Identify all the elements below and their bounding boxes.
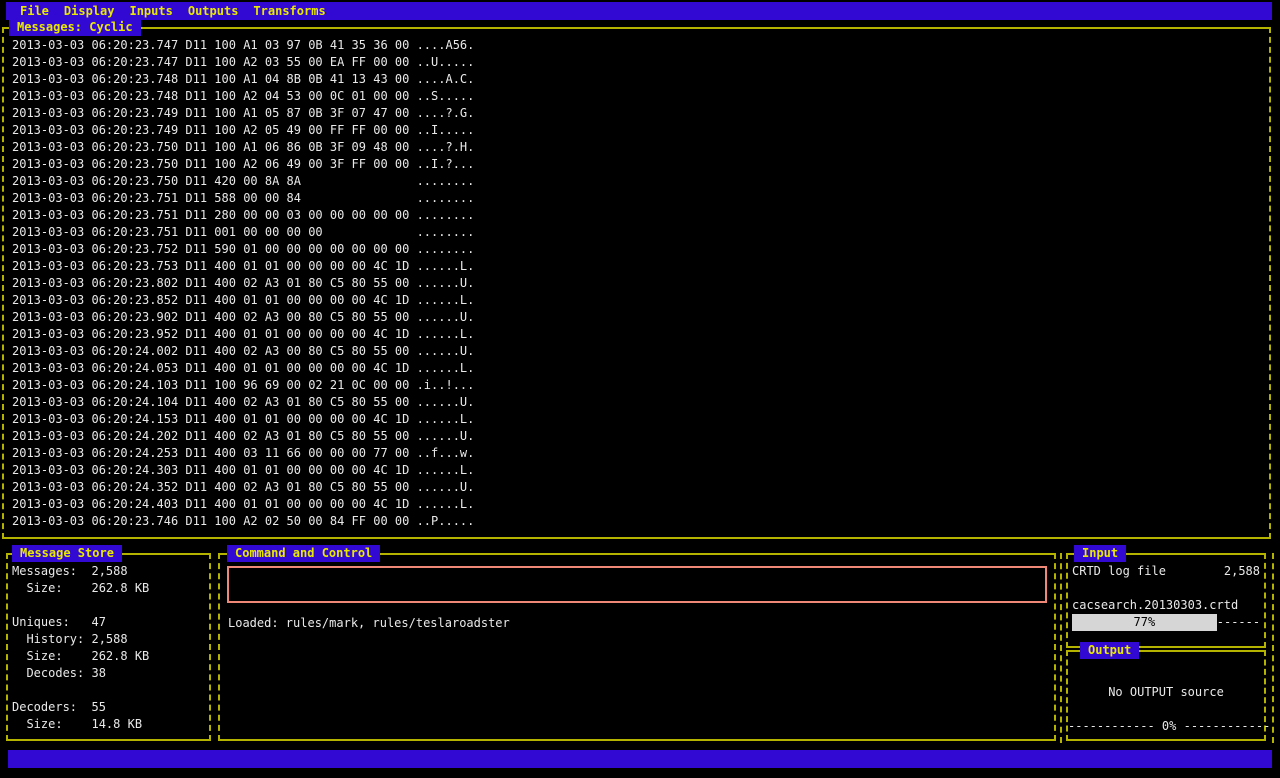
store-stat-line: Size: 262.8 KB bbox=[12, 581, 150, 595]
input-panel-title: Input bbox=[1074, 545, 1127, 562]
log-line: 2013-03-03 06:20:24.002 D11 400 02 A3 00… bbox=[12, 344, 475, 358]
spacer bbox=[1072, 580, 1260, 597]
store-stat-line: Decodes: 38 bbox=[12, 666, 106, 680]
log-line: 2013-03-03 06:20:23.747 D11 100 A1 03 97… bbox=[12, 38, 475, 52]
message-log-list[interactable]: 2013-03-03 06:20:23.747 D11 100 A1 03 97… bbox=[12, 37, 474, 530]
loaded-rules-text: Loaded: rules/mark, rules/teslaroadster bbox=[228, 616, 510, 630]
log-line: 2013-03-03 06:20:23.750 D11 420 00 8A 8A… bbox=[12, 174, 475, 188]
store-stat-line bbox=[12, 597, 149, 614]
menu-inputs[interactable]: Inputs bbox=[129, 4, 173, 18]
log-line: 2013-03-03 06:20:23.802 D11 400 02 A3 01… bbox=[12, 276, 475, 290]
input-progress-bar: 77% ------ bbox=[1072, 614, 1260, 631]
output-progress-line: ------------ 0% ------------ bbox=[1068, 719, 1271, 733]
output-status-text: No OUTPUT source bbox=[1108, 685, 1224, 699]
log-line: 2013-03-03 06:20:23.748 D11 100 A1 04 8B… bbox=[12, 72, 475, 86]
store-stat-line: Size: 14.8 KB bbox=[12, 717, 143, 731]
log-line: 2013-03-03 06:20:23.751 D11 001 00 00 00… bbox=[12, 225, 475, 239]
log-line: 2013-03-03 06:20:24.103 D11 100 96 69 00… bbox=[12, 378, 475, 392]
input-source-label: CRTD log file bbox=[1072, 564, 1166, 578]
menu-transforms[interactable]: Transforms bbox=[253, 4, 326, 18]
log-line: 2013-03-03 06:20:23.747 D11 100 A2 03 55… bbox=[12, 55, 475, 69]
menu-bar: File Display Inputs Outputs Transforms bbox=[6, 2, 1272, 20]
log-line: 2013-03-03 06:20:24.403 D11 400 01 01 00… bbox=[12, 497, 475, 511]
log-line: 2013-03-03 06:20:23.748 D11 100 A2 04 53… bbox=[12, 89, 475, 103]
command-control-title: Command and Control bbox=[227, 545, 381, 562]
message-store-panel: Message Store Messages: 2,588 Size: 262.… bbox=[6, 545, 211, 741]
log-line: 2013-03-03 06:20:23.751 D11 280 00 00 03… bbox=[12, 208, 475, 222]
log-line: 2013-03-03 06:20:23.753 D11 400 01 01 00… bbox=[12, 259, 475, 273]
output-panel: Output No OUTPUT source ------------ 0% … bbox=[1066, 642, 1271, 741]
store-stat-line: History: 2,588 bbox=[12, 632, 128, 646]
log-line: 2013-03-03 06:20:23.746 D11 100 A2 02 50… bbox=[12, 514, 475, 528]
output-panel-title: Output bbox=[1080, 642, 1140, 659]
store-stat-line bbox=[12, 682, 149, 699]
command-control-panel: Command and Control Loaded: rules/mark, … bbox=[218, 545, 1056, 741]
input-progress-fill: 77% bbox=[1072, 614, 1217, 631]
input-progress-remainder: ------ bbox=[1216, 615, 1260, 629]
log-line: 2013-03-03 06:20:24.202 D11 400 02 A3 01… bbox=[12, 429, 475, 443]
messages-panel-title: Messages: Cyclic bbox=[9, 19, 141, 36]
input-filename: cacsearch.20130303.crtd bbox=[1072, 598, 1239, 612]
store-stat-line: Decoders: 55 bbox=[12, 700, 106, 714]
log-line: 2013-03-03 06:20:24.053 D11 400 01 01 00… bbox=[12, 361, 475, 375]
log-line: 2013-03-03 06:20:23.902 D11 400 02 A3 00… bbox=[12, 310, 475, 324]
message-store-stats: Messages: 2,588 Size: 262.8 KB Uniques: 4… bbox=[12, 563, 149, 733]
log-line: 2013-03-03 06:20:23.852 D11 400 01 01 00… bbox=[12, 293, 475, 307]
menu-outputs[interactable]: Outputs bbox=[187, 4, 239, 18]
store-stat-line: Size: 262.8 KB bbox=[12, 649, 150, 663]
log-line: 2013-03-03 06:20:24.253 D11 400 03 11 66… bbox=[12, 446, 475, 460]
log-line: 2013-03-03 06:20:23.751 D11 588 00 00 84… bbox=[12, 191, 475, 205]
log-line: 2013-03-03 06:20:23.749 D11 100 A2 05 49… bbox=[12, 123, 475, 137]
io-column: Input CRTD log file 2,588 cacsearch.2013… bbox=[1060, 545, 1274, 743]
menu-file[interactable]: File bbox=[20, 4, 49, 18]
message-store-title: Message Store bbox=[12, 545, 122, 562]
input-message-count: 2,588 bbox=[1223, 564, 1260, 578]
log-line: 2013-03-03 06:20:24.352 D11 400 02 A3 01… bbox=[12, 480, 475, 494]
messages-panel: Messages: Cyclic 2013-03-03 06:20:23.747… bbox=[2, 19, 1271, 539]
log-line: 2013-03-03 06:20:23.749 D11 100 A1 05 87… bbox=[12, 106, 475, 120]
command-input[interactable] bbox=[227, 566, 1047, 603]
log-line: 2013-03-03 06:20:23.952 D11 400 01 01 00… bbox=[12, 327, 475, 341]
log-line: 2013-03-03 06:20:23.750 D11 100 A2 06 49… bbox=[12, 157, 475, 171]
log-line: 2013-03-03 06:20:24.153 D11 400 01 01 00… bbox=[12, 412, 475, 426]
store-stat-line: Messages: 2,588 bbox=[12, 564, 128, 578]
menu-display[interactable]: Display bbox=[63, 4, 115, 18]
log-line: 2013-03-03 06:20:24.303 D11 400 01 01 00… bbox=[12, 463, 475, 477]
log-line: 2013-03-03 06:20:23.752 D11 590 01 00 00… bbox=[12, 242, 475, 256]
log-line: 2013-03-03 06:20:24.104 D11 400 02 A3 01… bbox=[12, 395, 475, 409]
status-bar bbox=[8, 750, 1272, 768]
input-panel: Input CRTD log file 2,588 cacsearch.2013… bbox=[1066, 545, 1266, 648]
store-stat-line: Uniques: 47 bbox=[12, 615, 106, 629]
log-line: 2013-03-03 06:20:23.750 D11 100 A1 06 86… bbox=[12, 140, 475, 154]
